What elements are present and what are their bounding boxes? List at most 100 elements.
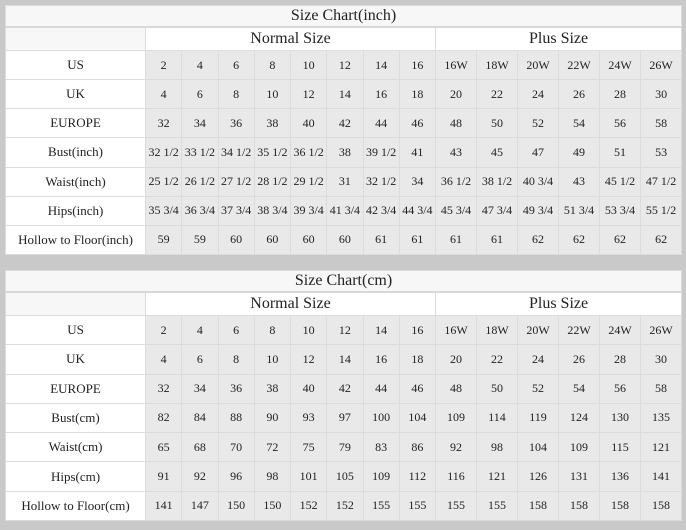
table-cell: 26W [639,314,683,346]
table-cell: 158 [517,490,559,522]
table-cell: 16 [362,79,400,110]
table-row: Hollow to Floor(cm) 141 147 150 150 152 152 155… [5,490,683,522]
table-cell: 90 [253,402,292,434]
row-label: Bust(cm) [5,402,146,434]
table-cell: 32 [144,108,183,139]
table-cell: 16 [362,344,400,375]
table-cell: 61 [435,224,477,256]
group-plus-size: Plus Size [434,26,683,51]
table-cell: 26W [639,49,683,81]
table-cell: 55 1/2 [639,195,683,226]
size-table: Size Chart(inch) Normal Size Plus Size US 2 4… [4,5,683,256]
table-cell: 58 [639,108,683,139]
table-cell: 61 [362,224,400,256]
table-cell: 84 [181,402,219,434]
table-cell: 75 [289,432,328,463]
table-cell: 45 3/4 [435,195,477,226]
table-cell: 36 3/4 [181,195,219,226]
table-cell: 38 3/4 [253,195,292,226]
table-cell: 32 [144,373,183,404]
table-cell: 97 [326,402,364,434]
table-cell: 10 [253,79,292,110]
table-cell: 30 [639,344,683,375]
table-cell: 124 [558,402,600,434]
row-label: UK [5,344,146,375]
table-cell: 34 [398,166,437,197]
table-cell: 4 [181,49,219,81]
table-cell: 121 [639,432,683,463]
table-cell: 6 [181,344,219,375]
table-cell: 25 1/2 [144,166,183,197]
table-cell: 88 [217,402,255,434]
table-row: US 2 4 6 8 10 12 14 16 16W 18W 20W 22W 24W 26W [5,49,683,81]
header-corner [5,26,146,51]
table-cell: 48 [435,108,477,139]
table-cell: 130 [599,402,641,434]
table-cell: 60 [289,224,328,256]
table-cell: 39 1/2 [362,137,400,168]
table-cell: 155 [435,490,477,522]
table-cell: 14 [362,49,400,81]
row-label: US [5,314,146,346]
table-cell: 152 [289,490,328,522]
table-cell: 12 [326,49,364,81]
table-cell: 52 [517,373,559,404]
table-cell: 18 [398,344,437,375]
table-cell: 28 1/2 [253,166,292,197]
table-cell: 92 [435,432,477,463]
row-label: Hips(inch) [5,195,146,226]
table-cell: 47 3/4 [476,195,518,226]
table-cell: 24W [599,49,641,81]
table-cell: 6 [217,49,255,81]
header-corner [5,291,146,316]
table-cell: 16W [435,314,477,346]
size-table: Size Chart(cm) Normal Size Plus Size US 2 4 6 8… [4,270,683,522]
table-cell: 34 [181,108,219,139]
table-cell: 2 [144,49,183,81]
table-cell: 72 [253,432,292,463]
table-cell: 43 [558,166,600,197]
table-cell: 60 [253,224,292,256]
table-cell: 112 [398,461,437,492]
table-cell: 70 [217,432,255,463]
table-cell: 27 1/2 [217,166,255,197]
table-cell: 29 1/2 [289,166,328,197]
table-cell: 83 [362,432,400,463]
table-cell: 115 [599,432,641,463]
table-cell: 6 [217,314,255,346]
table-cell: 16 [398,49,437,81]
table-cell: 59 [144,224,183,256]
table-cell: 42 [326,373,364,404]
table-row: Waist(inch) 25 1/2 26 1/2 27 1/2 28 1/2 29 1/… [5,166,683,197]
table-cell: 68 [181,432,219,463]
table-cell: 60 [217,224,255,256]
table-cell: 155 [362,490,400,522]
table-cell: 36 1/2 [289,137,328,168]
table-cell: 8 [253,314,292,346]
table-cell: 141 [639,461,683,492]
table-cell: 32 1/2 [144,137,183,168]
table-cell: 22W [558,49,600,81]
table-cell: 82 [144,402,183,434]
table-cell: 6 [181,79,219,110]
table-row: Bust(cm) 82 84 88 90 93 97 100 104 109 114 119 124 13… [5,402,683,434]
table-cell: 109 [435,402,477,434]
table-cell: 4 [144,79,183,110]
table-cell: 141 [144,490,183,522]
table-cell: 8 [253,49,292,81]
table-cell: 41 3/4 [326,195,364,226]
table-cell: 47 [517,137,559,168]
table-cell: 39 3/4 [289,195,328,226]
size-chart-inch: Size Chart(inch) Normal Size Plus Size US 2 4… [4,5,683,256]
table-cell: 33 1/2 [181,137,219,168]
table-cell: 18 [398,79,437,110]
table-cell: 51 3/4 [558,195,600,226]
table-cell: 48 [435,373,477,404]
row-label: Waist(cm) [5,432,146,463]
table-cell: 135 [639,402,683,434]
table-cell: 91 [144,461,183,492]
group-normal-size: Normal Size [145,26,436,51]
table-cell: 44 [362,108,400,139]
table-row: Hollow to Floor(inch) 59 59 60 60 60 60 61 61 61 6… [5,224,683,256]
table-row: Bust(inch) 32 1/2 33 1/2 34 1/2 35 1/2 36 1/2… [5,137,683,168]
